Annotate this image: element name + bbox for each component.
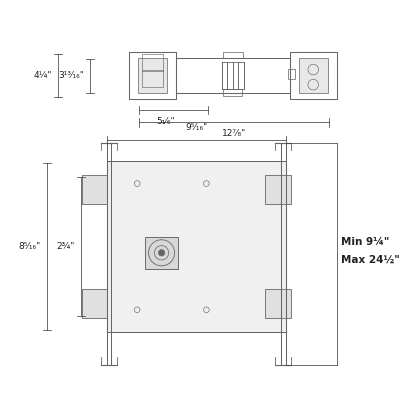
Text: 9⁵⁄₁₆": 9⁵⁄₁₆": [185, 123, 207, 132]
Bar: [265, 176, 291, 204]
Bar: [142, 70, 163, 87]
Bar: [138, 58, 167, 93]
Bar: [106, 161, 286, 332]
Bar: [265, 290, 291, 318]
Bar: [82, 176, 107, 204]
Bar: [142, 54, 163, 71]
Text: 8⁵⁄₁₆": 8⁵⁄₁₆": [18, 242, 41, 251]
Circle shape: [158, 250, 165, 256]
Bar: [222, 62, 244, 89]
Bar: [223, 52, 243, 58]
Bar: [288, 69, 295, 79]
Bar: [129, 52, 176, 99]
Text: Max 24½": Max 24½": [341, 255, 399, 265]
Bar: [176, 58, 290, 93]
Text: 4¼": 4¼": [33, 71, 52, 80]
Bar: [290, 52, 337, 99]
Text: 2¾": 2¾": [57, 242, 75, 251]
Text: 12⁷⁄₈": 12⁷⁄₈": [222, 129, 246, 138]
Bar: [82, 290, 107, 318]
Text: 3¹³⁄₁₆": 3¹³⁄₁₆": [58, 71, 84, 80]
Bar: [223, 89, 243, 96]
Bar: [299, 58, 328, 93]
Bar: [145, 237, 178, 269]
Text: Min 9¼": Min 9¼": [341, 237, 389, 247]
Text: 5₁⁄₆": 5₁⁄₆": [156, 117, 175, 126]
